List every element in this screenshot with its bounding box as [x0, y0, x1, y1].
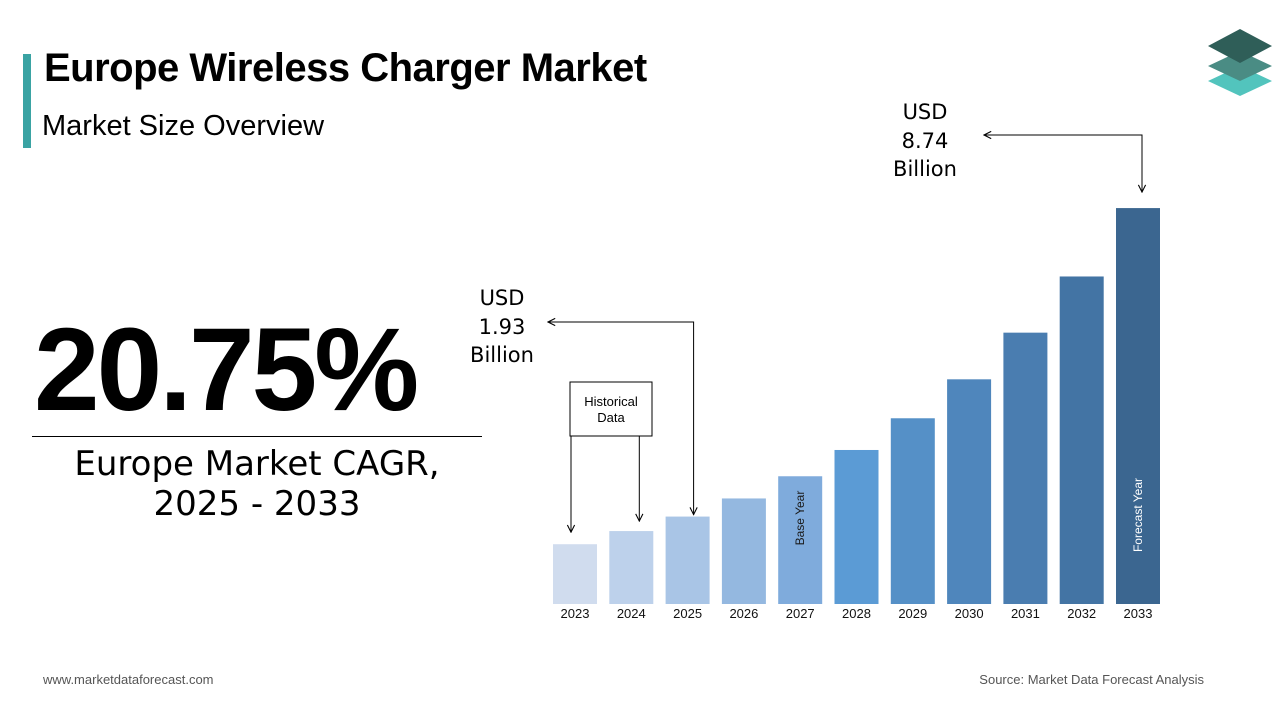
- tick-label-2026: 2026: [729, 606, 758, 621]
- bar-2025: [665, 516, 710, 604]
- footer-website: www.marketdataforecast.com: [43, 672, 214, 687]
- logo-layer-top: [1208, 29, 1272, 63]
- bar-2029: [890, 418, 935, 604]
- end-callout-arrow: [984, 135, 1142, 192]
- bar-2031: [1003, 332, 1048, 604]
- bar-2024: [609, 531, 654, 604]
- page-title: Europe Wireless Charger Market: [44, 46, 647, 90]
- start-callout-line3: Billion: [470, 343, 534, 367]
- forecast-year-label: Forecast Year: [1131, 478, 1145, 552]
- historical-data-box: [569, 381, 653, 437]
- tick-label-2029: 2029: [898, 606, 927, 621]
- tick-label-2024: 2024: [617, 606, 646, 621]
- cagr-value: 20.75%: [34, 304, 419, 436]
- tick-label-2032: 2032: [1067, 606, 1096, 621]
- end-callout-line1: USD: [903, 100, 948, 124]
- bar-2023: [553, 544, 597, 604]
- bar-2033: [1116, 208, 1160, 604]
- cagr-label-line2: 2025 - 2033: [153, 484, 361, 524]
- start-callout-line2: 1.93: [479, 315, 526, 339]
- logo-layer-middle: [1208, 51, 1272, 81]
- cagr-label: Europe Market CAGR, 2025 - 2033: [32, 444, 482, 524]
- bars-layer: [553, 208, 1160, 604]
- bar-2032: [1059, 276, 1104, 604]
- title-accent-bar: [23, 54, 31, 148]
- tick-label-2033: 2033: [1124, 606, 1153, 621]
- end-callout-line2: 8.74: [902, 129, 949, 153]
- historical-data-line1: Historical: [584, 394, 638, 409]
- bar-2028: [834, 449, 879, 604]
- start-callout-line1: USD: [480, 286, 525, 310]
- historical-data-line2: Data: [597, 410, 625, 425]
- cagr-divider: [32, 436, 482, 437]
- tick-label-2031: 2031: [1011, 606, 1040, 621]
- logo-icon: [1208, 29, 1272, 96]
- base-year-label: Base Year: [793, 491, 807, 546]
- cagr-label-line1: Europe Market CAGR,: [74, 444, 440, 484]
- tick-label-2027: 2027: [786, 606, 815, 621]
- bar-2026: [721, 498, 766, 604]
- x-axis-ticks: 2023 2024 2025 2026 2027 2028 2029 2030 2031 2032…: [561, 606, 1153, 621]
- tick-label-2025: 2025: [673, 606, 702, 621]
- bar-2030: [947, 379, 992, 604]
- tick-label-2023: 2023: [561, 606, 590, 621]
- start-callout-arrow: [548, 322, 694, 515]
- footer-source: Source: Market Data Forecast Analysis: [979, 672, 1204, 687]
- tick-label-2028: 2028: [842, 606, 871, 621]
- tick-label-2030: 2030: [955, 606, 984, 621]
- bar-2027: [778, 476, 823, 604]
- end-callout-line3: Billion: [893, 157, 957, 181]
- page-subtitle: Market Size Overview: [42, 110, 325, 142]
